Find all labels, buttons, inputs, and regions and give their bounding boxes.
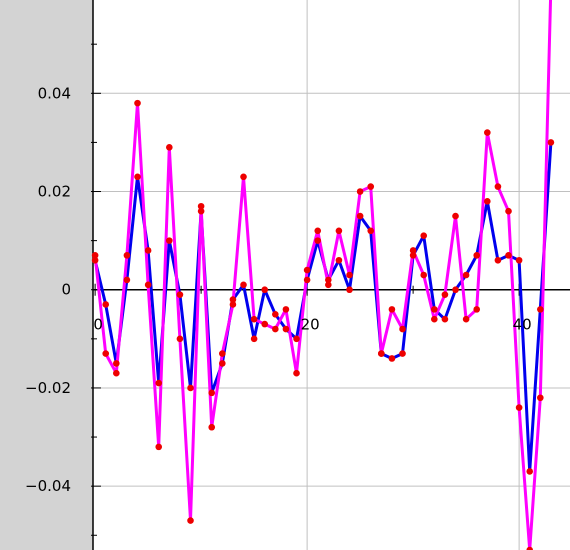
- data-point-s0-16: [261, 286, 269, 294]
- data-point-s1-13: [229, 301, 237, 308]
- data-point-s0-9: [187, 384, 194, 392]
- data-point-s0-43: [547, 139, 555, 146]
- data-point-s0-36: [473, 252, 481, 259]
- data-point-s1-31: [420, 271, 428, 279]
- data-point-s0-22: [325, 276, 332, 284]
- data-point-s0-28: [388, 355, 396, 362]
- axes: [91, 0, 570, 550]
- data-point-s1-29: [399, 325, 406, 333]
- data-point-s1-20: [303, 266, 311, 274]
- x-tick-label-0: 0: [93, 316, 103, 334]
- data-point-s0-2: [113, 360, 120, 367]
- data-point-s1-16: [261, 320, 269, 328]
- data-point-s1-14: [240, 173, 247, 181]
- data-point-s1-33: [441, 291, 449, 298]
- data-point-s1-15: [250, 315, 258, 323]
- data-markers: [91, 99, 555, 550]
- data-point-s1-27: [378, 350, 385, 357]
- data-point-s0-3: [123, 276, 131, 284]
- data-point-s0-0: [91, 256, 99, 264]
- data-point-s0-14: [240, 281, 247, 289]
- data-point-s0-18: [282, 325, 290, 333]
- data-point-s0-42: [537, 306, 544, 313]
- data-point-s1-7: [166, 144, 173, 151]
- data-point-s1-24: [346, 271, 353, 279]
- data-point-s1-2: [113, 369, 120, 377]
- data-point-s1-32: [431, 315, 438, 323]
- data-point-s1-22: [325, 281, 332, 289]
- data-point-s0-29: [399, 350, 406, 357]
- data-point-s1-42: [537, 394, 544, 402]
- data-point-s1-34: [452, 212, 459, 220]
- data-point-s1-23: [335, 227, 343, 235]
- data-point-s1-4: [134, 99, 141, 107]
- y-tick-label-4: 0.04: [38, 84, 71, 102]
- data-point-s0-34: [452, 286, 459, 294]
- x-tick-label-1: 20: [301, 316, 320, 334]
- left-margin-panel: [0, 0, 93, 550]
- data-point-s1-12: [219, 350, 226, 357]
- y-tick-label-2: 0: [61, 281, 71, 299]
- data-point-s1-39: [505, 207, 512, 215]
- data-point-s1-28: [388, 306, 396, 313]
- data-point-s0-15: [250, 335, 258, 343]
- data-point-s1-1: [102, 350, 110, 357]
- data-point-s1-35: [462, 315, 470, 323]
- data-point-s0-26: [367, 227, 375, 235]
- data-point-s1-6: [155, 443, 163, 451]
- data-point-s1-19: [293, 369, 300, 377]
- data-point-s0-6: [155, 379, 163, 387]
- data-point-s1-21: [314, 227, 322, 235]
- data-point-s0-21: [314, 237, 322, 244]
- data-point-s1-17: [272, 325, 279, 333]
- data-point-s1-0: [91, 252, 99, 259]
- data-point-s0-40: [515, 256, 523, 264]
- data-point-s0-39: [505, 252, 512, 259]
- data-point-s0-25: [356, 212, 364, 220]
- data-point-s1-10: [197, 202, 205, 210]
- data-point-s0-33: [441, 315, 449, 323]
- data-point-s0-1: [102, 301, 110, 308]
- data-point-s1-9: [187, 517, 194, 524]
- data-point-s1-41: [526, 546, 534, 550]
- data-point-s1-36: [473, 306, 481, 313]
- tick-labels: −0.04 −0.02 0 0.02 0.04 0 20 40: [25, 84, 532, 495]
- data-point-s1-5: [144, 281, 152, 289]
- y-tick-label-0: −0.04: [25, 477, 71, 495]
- data-point-s0-32: [431, 306, 438, 313]
- data-point-s1-30: [409, 247, 417, 254]
- data-point-s0-30: [409, 252, 417, 259]
- data-point-s0-38: [494, 256, 502, 264]
- data-point-s0-23: [335, 256, 343, 264]
- data-point-s0-24: [346, 286, 353, 294]
- data-point-s1-37: [484, 129, 491, 136]
- data-point-s1-25: [356, 188, 364, 195]
- data-point-s0-8: [176, 291, 184, 298]
- data-point-s0-20: [303, 276, 311, 284]
- data-point-s0-17: [272, 310, 279, 318]
- data-point-s0-5: [144, 247, 152, 254]
- data-point-s0-13: [229, 296, 237, 303]
- data-point-s1-26: [367, 183, 375, 190]
- y-tick-label-3: 0.02: [38, 183, 71, 201]
- data-point-s0-19: [293, 335, 300, 343]
- data-point-s0-41: [526, 468, 534, 475]
- data-point-s0-7: [166, 237, 173, 244]
- y-tick-label-1: −0.02: [25, 379, 71, 397]
- data-point-s0-35: [462, 271, 470, 279]
- data-point-s0-11: [208, 389, 216, 397]
- data-point-s0-37: [484, 198, 491, 205]
- data-point-s0-4: [134, 173, 141, 181]
- data-point-s1-8: [176, 335, 184, 343]
- data-point-s0-31: [420, 232, 428, 240]
- data-point-s0-12: [219, 360, 226, 367]
- data-point-s1-40: [515, 404, 523, 411]
- data-point-s1-38: [494, 183, 502, 190]
- data-point-s0-10: [197, 207, 205, 215]
- data-point-s1-11: [208, 423, 216, 431]
- x-tick-label-2: 40: [513, 316, 532, 334]
- data-point-s1-18: [282, 306, 290, 313]
- data-point-s1-3: [123, 252, 131, 259]
